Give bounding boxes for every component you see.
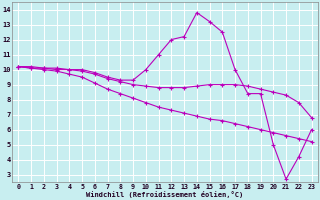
X-axis label: Windchill (Refroidissement éolien,°C): Windchill (Refroidissement éolien,°C) xyxy=(86,191,244,198)
